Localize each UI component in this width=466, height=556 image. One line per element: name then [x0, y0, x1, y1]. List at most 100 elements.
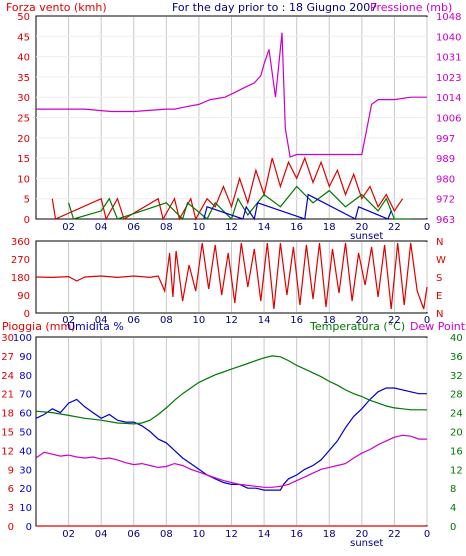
x-tick-label: 22	[388, 315, 401, 326]
humidity-tick-label: 70	[19, 390, 32, 401]
dew-point-line	[35, 434, 427, 488]
x-tick-label: 20	[355, 529, 368, 540]
rain-tick-label: 24	[1, 371, 14, 382]
rain-label: Pioggia (mm)	[2, 320, 75, 333]
temperature-tick-label: 32	[450, 371, 463, 382]
wind-speed-tick-label: 30	[17, 93, 30, 104]
x-tick-label: 16	[290, 315, 303, 326]
x-tick-label: 12	[225, 222, 238, 233]
wind-direction-line	[35, 242, 428, 310]
wind-direction-tick-label: 180	[11, 273, 30, 284]
temperature-line	[35, 355, 427, 425]
x-tick-label: 18	[323, 529, 336, 540]
humidity-tick-label: 90	[19, 352, 32, 363]
wind-speed-tick-label: 45	[17, 32, 30, 43]
compass-tick-label: E	[436, 291, 442, 302]
x-tick-label: 16	[290, 529, 303, 540]
x-tick-label: 18	[323, 315, 336, 326]
x-tick-label: 10	[193, 529, 206, 540]
x-tick-label: 06	[127, 222, 140, 233]
rain-tick-label: 21	[1, 390, 14, 401]
x-tick-label: 14	[258, 222, 271, 233]
sunset-label: sunset	[350, 538, 383, 549]
wind-speed-line	[203, 193, 392, 221]
humidity-tick-label: 40	[19, 446, 32, 457]
temperature-tick-label: 16	[450, 446, 463, 457]
compass-tick-label: W	[436, 255, 446, 266]
humidity-line	[35, 387, 427, 491]
wind-speed-line	[51, 156, 404, 221]
wind-direction-tick-label: 360	[11, 237, 30, 248]
rain-tick-label: 12	[1, 446, 14, 457]
rain-tick-label: 0	[8, 522, 14, 533]
pressure-tick-label: 1023	[436, 73, 461, 84]
wind-speed-tick-label: 5	[24, 195, 30, 206]
x-tick-label: 16	[290, 222, 303, 233]
x-tick-label: 06	[127, 529, 140, 540]
pressure-tick-label: 989	[436, 154, 455, 165]
rain-tick-label: 30	[1, 333, 14, 344]
temperature-tick-label: 36	[450, 352, 463, 363]
x-tick-label: 08	[160, 315, 173, 326]
wind-speed-tick-label: 35	[17, 73, 30, 84]
pressure-tick-label: 1031	[436, 53, 461, 64]
pressure-tick-label: 980	[436, 174, 455, 185]
x-tick-label: 22	[388, 529, 401, 540]
wind-direction-tick-label: 0	[24, 309, 30, 320]
wind-speed-tick-label: 20	[17, 134, 30, 145]
temperature-tick-label: 40	[450, 333, 463, 344]
x-tick-label: 02	[62, 222, 75, 233]
rain-tick-label: 18	[1, 409, 14, 420]
humidity-tick-label: 30	[19, 465, 32, 476]
x-tick-label: 10	[193, 315, 206, 326]
dew-point-label: Dew Point	[410, 320, 466, 333]
pressure-tick-label: 972	[436, 195, 455, 206]
x-tick-label: 02	[62, 315, 75, 326]
x-tick-label: 0	[424, 315, 430, 326]
sunset-label: sunset	[350, 231, 383, 242]
pressure-tick-label: 1014	[436, 93, 461, 104]
wind-direction-tick-label: 90	[17, 291, 30, 302]
x-tick-label: 18	[323, 222, 336, 233]
compass-tick-label: N	[436, 309, 443, 320]
rain-tick-label: 3	[8, 503, 14, 514]
wind-speed-tick-label: 25	[17, 114, 30, 125]
temperature-tick-label: 4	[450, 503, 456, 514]
humidity-tick-label: 80	[19, 371, 32, 382]
x-tick-label: 22	[388, 222, 401, 233]
pressure-tick-label: 1006	[436, 114, 461, 125]
x-tick-label: 14	[258, 315, 271, 326]
wind-direction-tick-label: 270	[11, 255, 30, 266]
wind-speed-tick-label: 0	[24, 215, 30, 226]
x-tick-label: 02	[62, 529, 75, 540]
x-tick-label: 08	[160, 529, 173, 540]
x-tick-label: 20	[355, 222, 368, 233]
rain-tick-label: 9	[8, 465, 14, 476]
wind-speed-line	[68, 185, 411, 221]
pressure-tick-label: 997	[436, 134, 455, 145]
humidity-label: Umidita %	[67, 320, 124, 333]
x-tick-label: 06	[127, 315, 140, 326]
temperature-tick-label: 28	[450, 390, 463, 401]
temperature-tick-label: 8	[450, 484, 456, 495]
x-tick-label: 04	[95, 315, 108, 326]
wind-speed-tick-label: 40	[17, 53, 30, 64]
humidity-tick-label: 20	[19, 484, 32, 495]
x-tick-label: 04	[95, 529, 108, 540]
humidity-tick-label: 60	[19, 409, 32, 420]
wind-speed-tick-label: 15	[17, 154, 30, 165]
wind-speed-tick-label: 50	[17, 12, 30, 23]
x-tick-label: 0	[424, 222, 430, 233]
pressure-tick-label: 1048	[436, 12, 461, 23]
compass-tick-label: S	[436, 273, 442, 284]
temperature-tick-label: 0	[450, 522, 456, 533]
rain-humidity-temperature-panel: 3027242118151296301009080706050403020100…	[1, 333, 462, 549]
date-title: For the day prior to : 18 Giugno 2007	[172, 1, 377, 14]
temperature-tick-label: 24	[450, 409, 463, 420]
rain-tick-label: 15	[1, 428, 14, 439]
x-tick-label: 08	[160, 222, 173, 233]
x-tick-label: 14	[258, 529, 271, 540]
